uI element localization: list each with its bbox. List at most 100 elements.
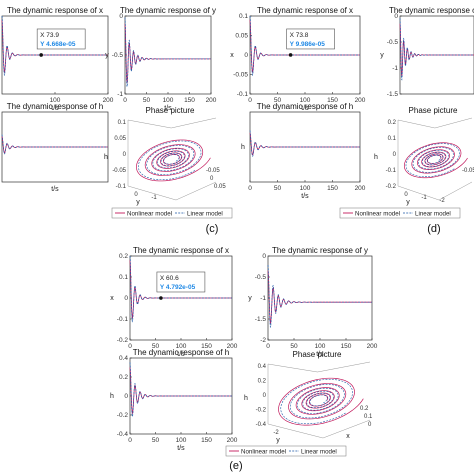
x-axis-label: t/s — [301, 105, 309, 112]
x-tick-label: 50 — [143, 97, 151, 104]
y-tick-label: -0.05 — [233, 72, 248, 79]
phase-nonlinear-trajectory — [403, 142, 468, 179]
chart-title: Phase picture — [409, 106, 458, 115]
x-tick-label: 50 — [274, 97, 282, 104]
x-tick-label: 100 — [176, 343, 187, 350]
z-tick-label: 0 — [393, 152, 397, 158]
y-tick-label: -0.5 — [255, 274, 267, 281]
x-axis-label: t/s — [51, 186, 59, 193]
legend-label-linear: Linear model — [301, 449, 337, 456]
chart-title: The dynamic response of x — [7, 6, 103, 15]
phase-linear-trajectory — [280, 379, 353, 425]
series-nonlinear-line — [124, 23, 211, 84]
datatip-x: X 60.6 — [160, 275, 179, 282]
y-tick-label: -0.5 — [112, 52, 124, 59]
legend-label-nonlinear: Nonlinear model — [355, 211, 400, 218]
phase-axes — [267, 361, 371, 439]
x-tick-label: 50 — [290, 343, 298, 350]
x-tick-label: 200 — [227, 437, 238, 444]
x-tick-label: 200 — [206, 97, 217, 104]
y-tick-label: 0 — [134, 192, 138, 198]
series-linear-line — [1, 15, 108, 77]
y-tick-label: -0.2 — [117, 337, 129, 344]
y-tick-label: -1.5 — [387, 91, 399, 98]
x-tick-label: 100 — [315, 343, 326, 350]
chart-title: The dynamic response of x — [133, 246, 229, 255]
datatip-x: X 73.8 — [290, 32, 309, 39]
series-linear-line — [129, 255, 232, 323]
y-axis-label: x — [230, 52, 234, 59]
chart-2: The dynamic response of h t/s — [1, 102, 109, 193]
z-tick-label: 0.2 — [388, 120, 397, 126]
chart-title: The dynamic response of x — [257, 6, 353, 15]
chart-10: The dynamic response of h 0 50 100 150 200 0.4… — [110, 348, 238, 452]
y-tick-label: 0 — [262, 253, 266, 260]
x-axis-label: t/s — [164, 105, 172, 112]
chart-title: The dynamic response of y — [120, 6, 216, 15]
chart-8: The dynamic response of x 0 50 100 150 200 0.2… — [110, 246, 238, 358]
chart-7: Phase picture 0.2 0.1 0 -0.1 -0.2 h 0 -1 -2 y -0.05 — [374, 106, 474, 206]
x-tick-label: 0 — [128, 437, 132, 444]
datatip-y: Y 4.792e-05 — [160, 284, 196, 291]
x-axis-label: x — [346, 433, 350, 440]
x-axis-label: t/s — [177, 445, 185, 452]
z-tick-label: 0 — [263, 393, 267, 399]
y-tick-label: 0 — [119, 13, 123, 20]
z-tick-label: 0.2 — [258, 379, 267, 385]
panel-label-d: (d) — [427, 223, 440, 235]
datatip-marker — [39, 53, 43, 57]
chart-title: Phase picture — [146, 106, 195, 115]
phase-linear-trajectory — [405, 143, 460, 178]
series-nonlinear-line — [249, 132, 360, 156]
x-tick-label: -0.05 — [206, 168, 220, 174]
phase-nonlinear-trajectory — [278, 377, 364, 426]
y-tick-label: 0.1 — [239, 13, 248, 20]
series-nonlinear-line — [267, 270, 372, 325]
x-tick-label: 200 — [103, 97, 114, 104]
datatip-marker — [288, 53, 293, 57]
chart-5: The dynamic response of y0 -0.5 -1 -1.5 y — [380, 6, 474, 98]
z-axis-label: h — [244, 395, 248, 402]
y-tick-label: 0.2 — [119, 253, 128, 260]
y-axis-label: y — [276, 437, 280, 444]
x-tick-label: 150 — [341, 343, 352, 350]
phase-linear-trajectory — [138, 140, 202, 181]
x-tick-label: 200 — [355, 97, 366, 104]
chart-11: Phase picture 0.4 0.2 0 -0.2 -0.4 h -2y 0.2 0.1 0 x — [244, 350, 373, 444]
chart-title: The dynamic response of h — [7, 102, 104, 111]
z-axis-label: h — [374, 154, 378, 161]
series-nonlinear-line — [399, 23, 474, 77]
y-tick-label: -1 — [151, 195, 157, 201]
y-tick-label: 0 — [404, 192, 408, 198]
x-tick-label: 150 — [327, 97, 338, 104]
x-tick-label: 50 — [152, 343, 160, 350]
legend-box — [225, 445, 347, 457]
y-axis-label: h — [241, 144, 245, 151]
series-linear-line — [129, 362, 232, 417]
y-tick-label: -0.1 — [237, 91, 249, 98]
z-tick-label: -0.1 — [116, 184, 127, 190]
x-axis-label: t/s — [316, 351, 324, 358]
y-tick-label: 0.05 — [235, 33, 248, 40]
z-tick-label: -0.4 — [256, 422, 267, 428]
legend-label-linear: Linear model — [187, 211, 223, 218]
y-axis-label: y — [380, 52, 384, 59]
x-tick-label: 0 — [248, 97, 252, 104]
x-tick-label: 50 — [152, 437, 160, 444]
z-tick-label: 0.1 — [118, 120, 127, 126]
z-axis-label: h — [104, 154, 108, 161]
y-tick-label: -2 — [260, 337, 266, 344]
datatip-marker — [159, 296, 163, 300]
y-tick-label: 0 — [394, 13, 398, 20]
phase-axes — [397, 117, 473, 201]
x-tick-label: 150 — [327, 185, 338, 192]
series-linear-line — [249, 130, 360, 157]
chart-6: The dynamic response of h 0 50 100 150 200 t/s… — [241, 102, 366, 200]
x-tick-label: 100 — [50, 97, 61, 104]
y-tick-label: 0.1 — [119, 274, 128, 281]
y-tick-label: 0 — [124, 295, 128, 302]
phase-nonlinear-trajectory — [136, 139, 211, 182]
y-tick-label: -2 — [273, 430, 279, 436]
x-tick-label: 50 — [274, 185, 282, 192]
legend-box — [111, 207, 233, 219]
